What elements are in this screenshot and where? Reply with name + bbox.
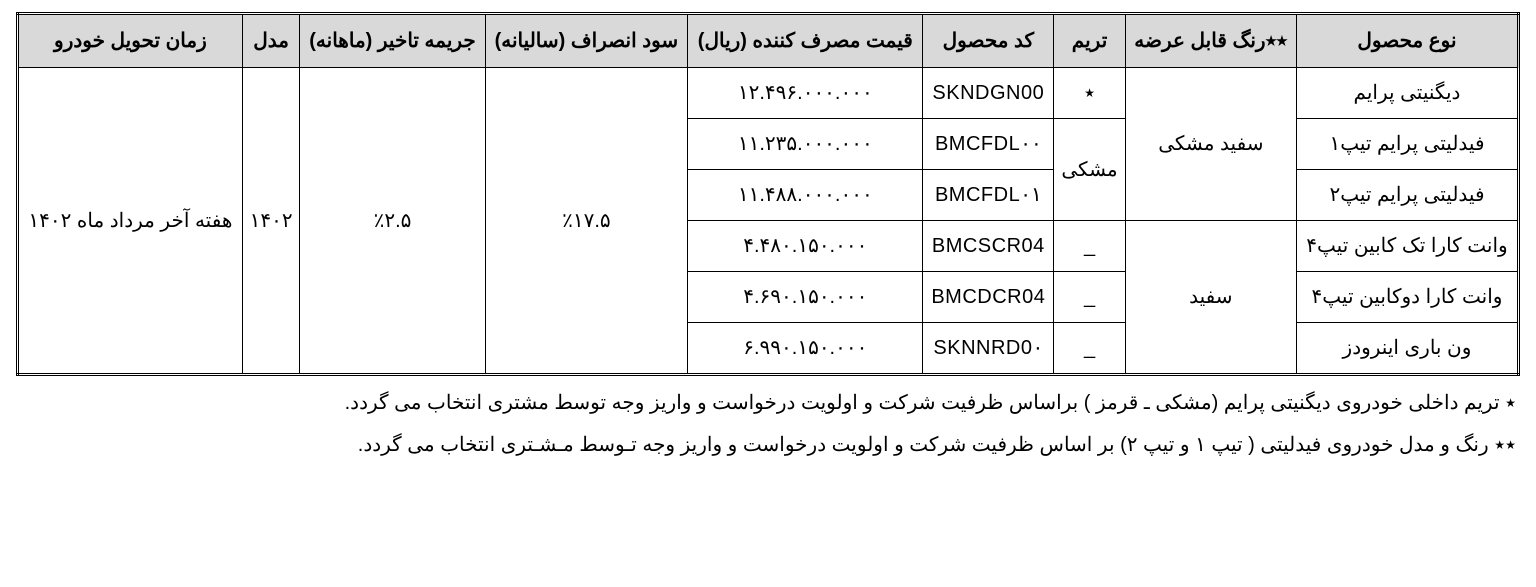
table-row: دیگنیتی پرایم سفید مشکی ٭ SKNDGN00 ۱۲.۴۹… [18,68,1519,119]
cell-price: ۴.۴۸۰.۱۵۰.۰۰۰ [688,221,923,272]
cell-cancellation: ٪۱۷.۵ [485,68,688,375]
cell-price: ۴.۶۹۰.۱۵۰.۰۰۰ [688,272,923,323]
col-trim: تریم [1054,14,1125,68]
cell-trim: _ [1054,323,1125,375]
cell-trim: ٭ [1054,68,1125,119]
table-header-row: نوع محصول ٭٭رنگ قابل عرضه تریم کد محصول … [18,14,1519,68]
cell-code: BMCFDL۰۰ [923,119,1054,170]
products-table: نوع محصول ٭٭رنگ قابل عرضه تریم کد محصول … [16,12,1520,376]
cell-color: سفید مشکی [1125,68,1296,221]
cell-product: وانت کارا دوکابین تیپ۴ [1296,272,1518,323]
cell-code: BMCSCR04 [923,221,1054,272]
col-delivery-time: زمان تحویل خودرو [18,14,243,68]
col-delay-penalty: جریمه تاخیر (ماهانه) [300,14,485,68]
cell-product: فیدلیتی پرایم تیپ۲ [1296,170,1518,221]
col-model: مدل [242,14,300,68]
cell-model: ۱۴۰۲ [242,68,300,375]
footnotes: ٭ تریم داخلی خودروی دیگنیتی پرایم (مشکی … [16,384,1520,464]
cell-code: SKNNRD0۰ [923,323,1054,375]
cell-color: سفید [1125,221,1296,375]
col-product-code: کد محصول [923,14,1054,68]
cell-delivery: هفته آخر مرداد ماه ۱۴۰۲ [18,68,243,375]
cell-penalty: ٪۲.۵ [300,68,485,375]
cell-price: ۱۱.۴۸۸.۰۰۰.۰۰۰ [688,170,923,221]
cell-product: فیدلیتی پرایم تیپ۱ [1296,119,1518,170]
cell-code: BMCFDL۰۱ [923,170,1054,221]
cell-trim: _ [1054,272,1125,323]
cell-product: دیگنیتی پرایم [1296,68,1518,119]
cell-product: ون باری اینرودز [1296,323,1518,375]
footnote-2: ٭٭ رنگ و مدل خودروی فیدلیتی ( تیپ ۱ و تی… [20,426,1516,464]
cell-trim: مشکی [1054,119,1125,221]
cell-product: وانت کارا تک کابین تیپ۴ [1296,221,1518,272]
cell-price: ۱۲.۴۹۶.۰۰۰.۰۰۰ [688,68,923,119]
cell-price: ۶.۹۹۰.۱۵۰.۰۰۰ [688,323,923,375]
cell-code: BMCDCR04 [923,272,1054,323]
cell-trim: _ [1054,221,1125,272]
cell-code: SKNDGN00 [923,68,1054,119]
col-cancellation: سود انصراف (سالیانه) [485,14,688,68]
col-consumer-price: قیمت مصرف کننده (ریال) [688,14,923,68]
col-available-color: ٭٭رنگ قابل عرضه [1125,14,1296,68]
cell-price: ۱۱.۲۳۵.۰۰۰.۰۰۰ [688,119,923,170]
footnote-1: ٭ تریم داخلی خودروی دیگنیتی پرایم (مشکی … [20,384,1516,422]
col-product-type: نوع محصول [1296,14,1518,68]
